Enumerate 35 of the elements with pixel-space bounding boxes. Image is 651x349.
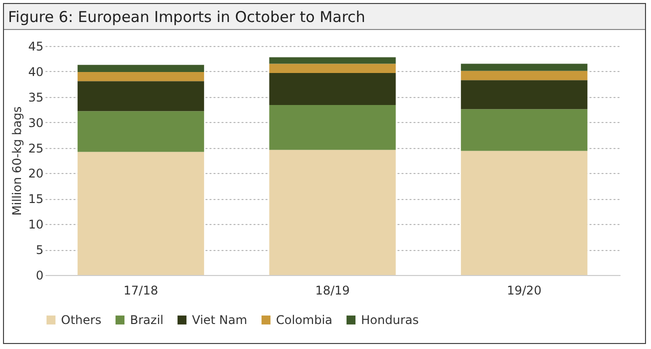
x-tick-label: 18/19 — [315, 284, 350, 298]
bar — [78, 72, 204, 82]
legend-label: Honduras — [361, 313, 419, 327]
x-tick-label: 17/18 — [124, 284, 158, 298]
bar — [269, 57, 396, 64]
bar — [78, 111, 204, 152]
legend-label: Others — [61, 313, 102, 327]
legend-label: Viet Nam — [192, 313, 248, 327]
bar — [460, 64, 588, 71]
bar — [460, 150, 588, 275]
x-tick-label: 19/20 — [506, 284, 542, 298]
bar — [78, 64, 204, 72]
chart-title: Figure 6: European Imports in October to March — [4, 4, 645, 30]
y-tick-label: 30 — [28, 116, 44, 130]
y-tick-label: 45 — [28, 40, 44, 54]
bar — [269, 150, 396, 275]
bar — [269, 72, 396, 106]
y-tick-label: 40 — [28, 64, 44, 79]
y-tick-label: 5 — [36, 243, 44, 258]
bar — [269, 105, 396, 150]
y-tick-label: 15 — [28, 192, 44, 206]
y-tick-label: 20 — [28, 166, 44, 181]
bar — [460, 80, 588, 110]
y-tick-label: 10 — [28, 218, 44, 232]
legend-label: Brazil — [130, 313, 164, 327]
bar — [460, 70, 588, 80]
y-axis-title: Million 60-kg bags — [10, 106, 24, 216]
bar — [269, 64, 396, 73]
bar — [78, 81, 204, 112]
bar — [78, 152, 204, 275]
y-tick-label: 35 — [28, 90, 44, 104]
legend-label: Colombia — [276, 313, 332, 327]
bar — [460, 109, 588, 151]
y-tick-label: 25 — [28, 141, 44, 156]
y-tick-label: 0 — [36, 268, 44, 282]
